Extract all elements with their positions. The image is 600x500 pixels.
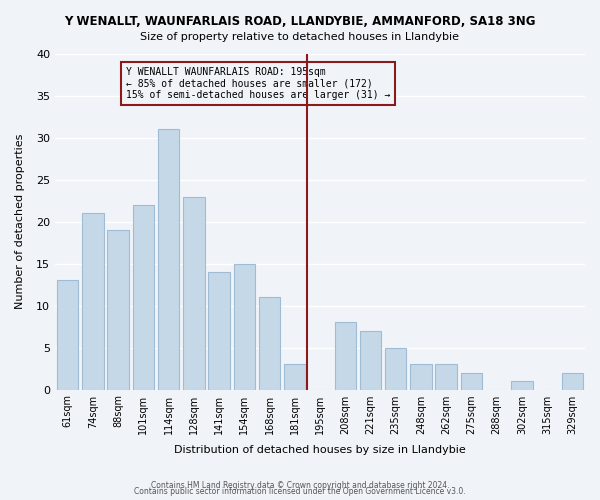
Bar [259, 298, 280, 390]
Y-axis label: Number of detached properties: Number of detached properties [15, 134, 25, 310]
Bar [335, 322, 356, 390]
Bar [562, 373, 583, 390]
Bar [284, 364, 305, 390]
Text: Y WENALLT, WAUNFARLAIS ROAD, LLANDYBIE, AMMANFORD, SA18 3NG: Y WENALLT, WAUNFARLAIS ROAD, LLANDYBIE, … [64, 15, 536, 28]
Bar [208, 272, 230, 390]
Text: Contains public sector information licensed under the Open Government Licence v3: Contains public sector information licen… [134, 488, 466, 496]
X-axis label: Distribution of detached houses by size in Llandybie: Distribution of detached houses by size … [174, 445, 466, 455]
Bar [107, 230, 129, 390]
Bar [461, 373, 482, 390]
Bar [385, 348, 406, 390]
Bar [133, 205, 154, 390]
Bar [183, 196, 205, 390]
Bar [410, 364, 432, 390]
Bar [233, 264, 255, 390]
Text: Y WENALLT WAUNFARLAIS ROAD: 195sqm
← 85% of detached houses are smaller (172)
15: Y WENALLT WAUNFARLAIS ROAD: 195sqm ← 85%… [126, 66, 390, 100]
Bar [360, 331, 381, 390]
Text: Contains HM Land Registry data © Crown copyright and database right 2024.: Contains HM Land Registry data © Crown c… [151, 481, 449, 490]
Bar [158, 130, 179, 390]
Bar [511, 381, 533, 390]
Bar [436, 364, 457, 390]
Bar [82, 214, 104, 390]
Text: Size of property relative to detached houses in Llandybie: Size of property relative to detached ho… [140, 32, 460, 42]
Bar [57, 280, 79, 390]
